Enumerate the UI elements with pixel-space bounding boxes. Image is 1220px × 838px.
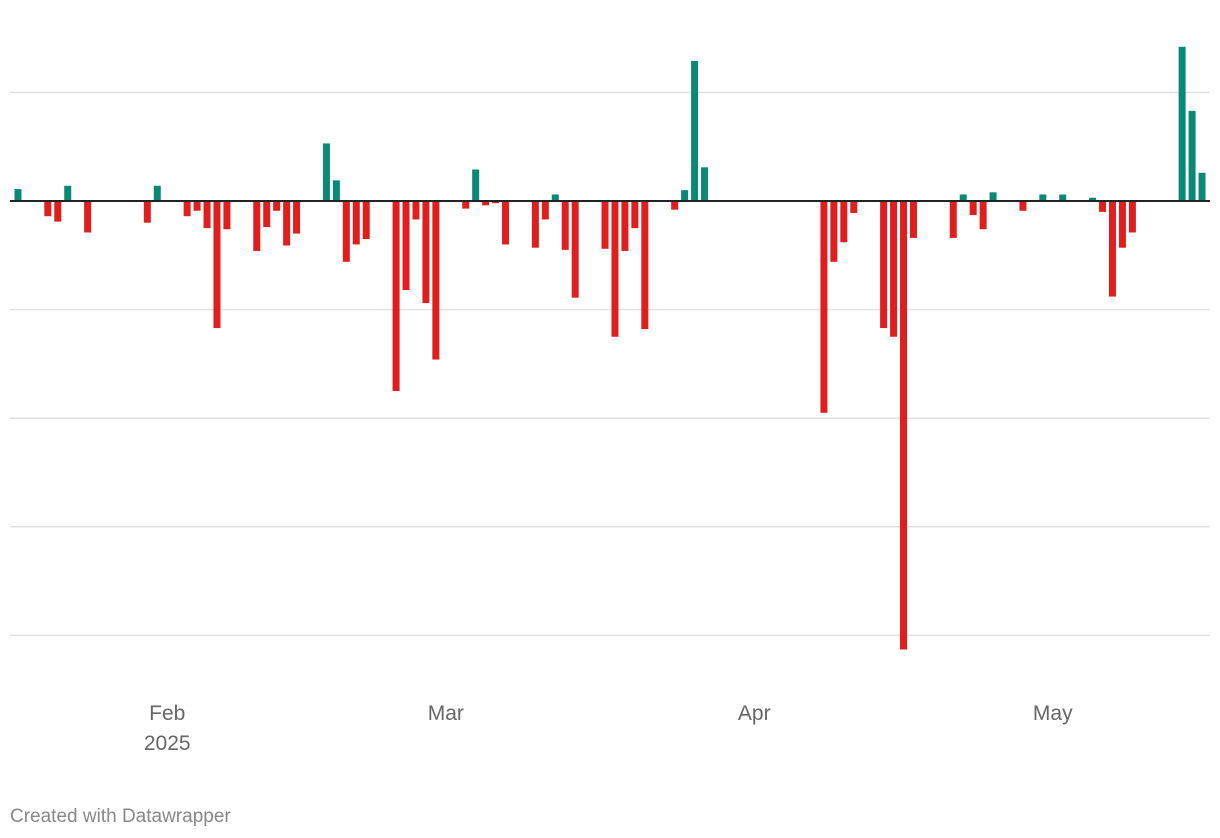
x-tick-label: May xyxy=(1033,702,1073,725)
bar xyxy=(44,200,52,217)
bar xyxy=(153,185,161,201)
bar xyxy=(1198,172,1206,201)
bar xyxy=(641,200,649,330)
bar xyxy=(342,200,350,262)
bar xyxy=(203,200,211,229)
bar xyxy=(84,200,92,233)
bar xyxy=(621,200,629,251)
bar xyxy=(601,200,609,249)
bar xyxy=(1128,200,1136,233)
bar xyxy=(1118,200,1126,248)
bar xyxy=(900,200,908,650)
bar xyxy=(223,200,231,230)
bar xyxy=(1039,194,1047,201)
bar xyxy=(691,60,699,201)
bar xyxy=(482,200,490,206)
bar xyxy=(1188,110,1196,201)
bar xyxy=(631,200,639,229)
bar xyxy=(432,200,440,360)
bar xyxy=(412,200,420,220)
bar xyxy=(611,200,619,337)
bar xyxy=(820,200,828,413)
bar xyxy=(1099,200,1107,212)
bar xyxy=(571,200,579,298)
bar xyxy=(273,200,281,211)
bar xyxy=(1059,194,1067,201)
bar xyxy=(362,200,370,240)
bar xyxy=(561,200,569,250)
bar xyxy=(531,200,539,248)
bar xyxy=(54,200,62,222)
x-tick-label: Apr xyxy=(738,702,771,725)
bar xyxy=(1108,200,1116,297)
x-tick-label: Mar xyxy=(428,702,464,725)
bar xyxy=(14,189,22,201)
bar xyxy=(1019,200,1027,211)
bar xyxy=(193,200,201,211)
bar xyxy=(989,192,997,201)
bar xyxy=(213,200,221,329)
footer: Created with Datawrapper xyxy=(10,806,231,827)
bar xyxy=(402,200,410,291)
bar xyxy=(541,200,549,220)
bar xyxy=(492,200,500,204)
bar xyxy=(1178,46,1186,201)
bar xyxy=(890,200,898,337)
bar xyxy=(253,200,261,251)
bar xyxy=(701,167,709,201)
bar xyxy=(949,200,957,238)
bar xyxy=(681,190,689,201)
bar xyxy=(551,194,559,201)
bar xyxy=(183,200,191,217)
bar xyxy=(143,200,151,223)
bar xyxy=(332,180,340,201)
bar xyxy=(263,200,271,228)
bar xyxy=(462,200,470,209)
x-tick-label: Feb xyxy=(149,702,185,725)
bar xyxy=(840,200,848,243)
bar xyxy=(830,200,838,262)
bar xyxy=(283,200,291,246)
bar xyxy=(969,200,977,216)
bar xyxy=(392,200,400,392)
bar xyxy=(880,200,888,329)
bar xyxy=(1089,197,1097,201)
bar xyxy=(959,194,967,201)
bar xyxy=(64,185,72,201)
bar xyxy=(472,169,480,201)
bar xyxy=(502,200,510,245)
bar xyxy=(850,200,858,213)
bar xyxy=(671,200,679,210)
year-label: 2025 xyxy=(144,732,191,755)
bar xyxy=(293,200,301,234)
bar xyxy=(352,200,360,245)
bar xyxy=(909,200,917,238)
bar xyxy=(422,200,430,304)
bar xyxy=(979,200,987,230)
bar xyxy=(322,143,330,201)
